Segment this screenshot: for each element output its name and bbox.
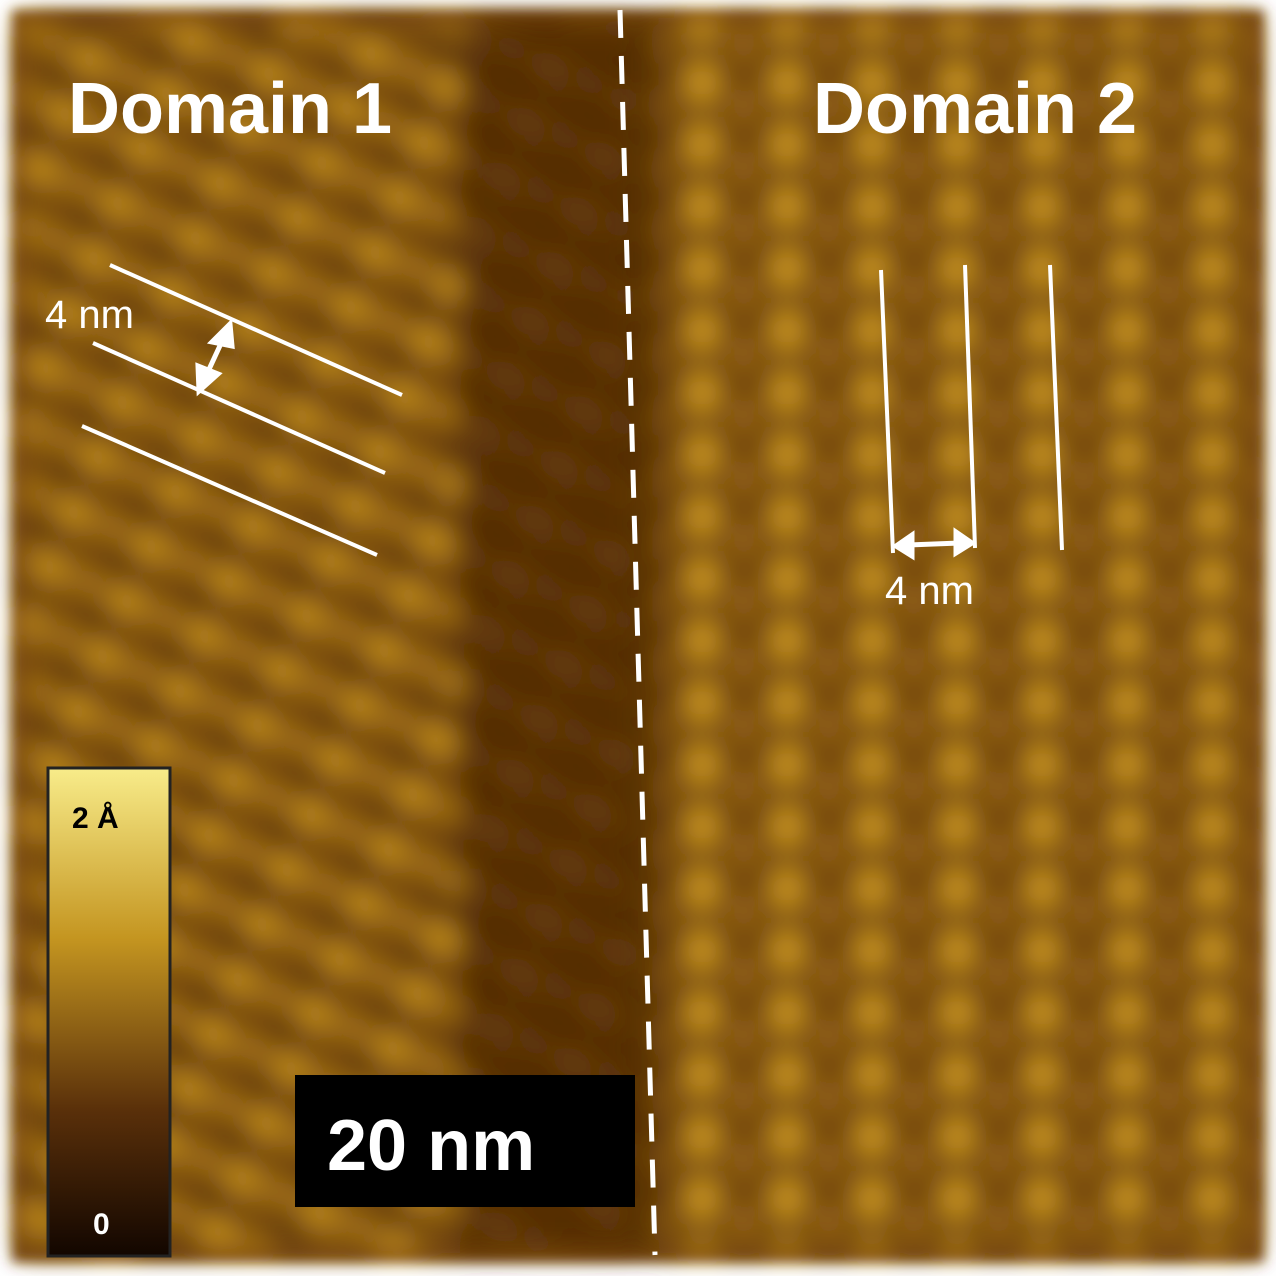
surface-texture	[20, 18, 1255, 1253]
guide-lines	[81, 263, 1064, 557]
colorbar-min: 0	[93, 1208, 110, 1241]
scale-bar	[295, 1075, 635, 1207]
colorbar	[46, 766, 172, 1258]
domain-label: Domain 1	[68, 69, 392, 149]
domain-boundary	[617, 9, 658, 1256]
spacing-label: 4 nm	[885, 569, 974, 613]
arrows	[195, 318, 977, 561]
spacing-label: 4 nm	[45, 293, 134, 337]
scale-bar-label: 20 nm	[327, 1106, 535, 1186]
colorbar-max: 2 Å	[72, 802, 119, 835]
domain-label: Domain 2	[813, 69, 1137, 149]
